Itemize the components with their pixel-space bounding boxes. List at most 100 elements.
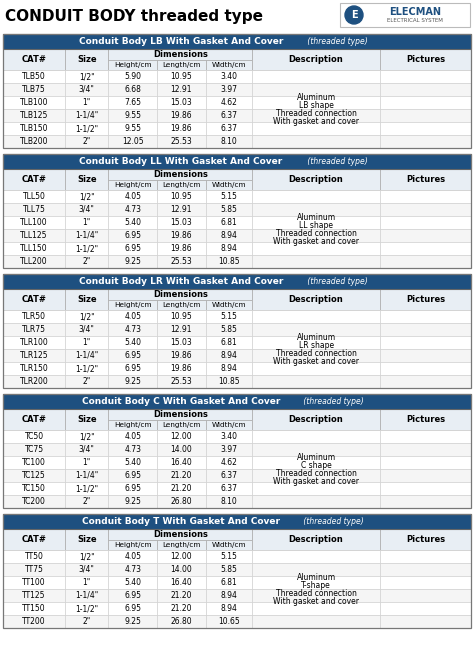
Text: 1": 1" bbox=[82, 218, 91, 227]
Bar bbox=[65, 135, 108, 148]
Text: 10.85: 10.85 bbox=[218, 257, 240, 266]
Text: 4.05: 4.05 bbox=[124, 432, 141, 441]
Text: With gasket and cover: With gasket and cover bbox=[273, 237, 359, 245]
Bar bbox=[3, 154, 471, 169]
Bar bbox=[3, 289, 65, 310]
Bar bbox=[253, 203, 380, 216]
Bar bbox=[157, 602, 206, 615]
Text: TLB50: TLB50 bbox=[22, 72, 46, 81]
Bar bbox=[108, 563, 157, 576]
Bar bbox=[253, 409, 380, 430]
Text: Width/cm: Width/cm bbox=[212, 302, 246, 308]
Bar bbox=[3, 122, 65, 135]
Text: 6.95: 6.95 bbox=[124, 351, 141, 360]
Text: 10.95: 10.95 bbox=[171, 72, 192, 81]
Text: 6.95: 6.95 bbox=[124, 591, 141, 600]
Bar bbox=[157, 180, 206, 190]
Text: TC125: TC125 bbox=[22, 471, 46, 480]
Bar bbox=[157, 375, 206, 388]
Bar bbox=[108, 456, 157, 469]
Text: TLB100: TLB100 bbox=[20, 98, 48, 107]
Text: Dimensions: Dimensions bbox=[153, 530, 208, 539]
Text: 5.15: 5.15 bbox=[220, 192, 237, 201]
Bar bbox=[380, 109, 471, 122]
Text: Conduit Body LL With Gasket And Cover: Conduit Body LL With Gasket And Cover bbox=[79, 157, 283, 166]
Bar bbox=[65, 576, 108, 589]
Bar bbox=[65, 362, 108, 375]
Bar bbox=[253, 362, 380, 375]
Bar bbox=[380, 96, 471, 109]
Bar bbox=[3, 203, 65, 216]
Bar bbox=[157, 540, 206, 550]
Text: 5.40: 5.40 bbox=[124, 578, 141, 587]
Text: 1-1/4": 1-1/4" bbox=[75, 231, 99, 240]
Text: CAT#: CAT# bbox=[22, 415, 46, 424]
Bar bbox=[108, 300, 157, 310]
Bar bbox=[157, 615, 206, 628]
Text: 15.03: 15.03 bbox=[171, 98, 192, 107]
Bar bbox=[380, 336, 471, 349]
Text: Description: Description bbox=[289, 415, 344, 424]
Bar bbox=[157, 190, 206, 203]
Bar bbox=[157, 122, 206, 135]
Bar bbox=[108, 495, 157, 508]
Bar bbox=[108, 420, 157, 430]
Bar bbox=[3, 229, 65, 242]
Bar bbox=[108, 576, 157, 589]
Bar bbox=[157, 362, 206, 375]
Bar bbox=[3, 563, 65, 576]
Bar bbox=[380, 229, 471, 242]
Text: TLB200: TLB200 bbox=[20, 137, 48, 146]
Text: Height/cm: Height/cm bbox=[114, 302, 151, 308]
Bar bbox=[3, 255, 65, 268]
Bar bbox=[206, 602, 253, 615]
Bar bbox=[380, 529, 471, 550]
Bar bbox=[157, 430, 206, 443]
Text: Length/cm: Length/cm bbox=[162, 62, 201, 68]
Bar bbox=[3, 216, 65, 229]
Text: 1/2": 1/2" bbox=[79, 432, 95, 441]
Text: Size: Size bbox=[77, 55, 97, 64]
Text: 5.40: 5.40 bbox=[124, 338, 141, 347]
Text: Height/cm: Height/cm bbox=[114, 62, 151, 68]
Text: ELECMAN: ELECMAN bbox=[389, 7, 441, 17]
Text: 6.81: 6.81 bbox=[221, 578, 237, 587]
Bar bbox=[253, 336, 380, 349]
Text: 4.62: 4.62 bbox=[220, 98, 237, 107]
Text: 8.94: 8.94 bbox=[220, 244, 237, 253]
Bar bbox=[206, 456, 253, 469]
Text: TC150: TC150 bbox=[22, 484, 46, 493]
Text: 8.10: 8.10 bbox=[221, 137, 237, 146]
Bar bbox=[3, 70, 65, 83]
Bar bbox=[108, 83, 157, 96]
Text: TLR50: TLR50 bbox=[22, 312, 46, 321]
Text: 1/2": 1/2" bbox=[79, 552, 95, 561]
Text: 3.40: 3.40 bbox=[220, 432, 237, 441]
Text: 5.15: 5.15 bbox=[220, 552, 237, 561]
Bar bbox=[206, 190, 253, 203]
Text: 1-1/2": 1-1/2" bbox=[75, 484, 98, 493]
Text: Pictures: Pictures bbox=[406, 175, 445, 184]
Bar bbox=[65, 49, 108, 70]
Bar bbox=[65, 203, 108, 216]
Bar bbox=[65, 289, 108, 310]
Bar bbox=[206, 495, 253, 508]
Bar bbox=[108, 60, 157, 70]
Text: (threaded type): (threaded type) bbox=[301, 397, 364, 406]
Bar bbox=[380, 255, 471, 268]
Text: 3/4": 3/4" bbox=[79, 85, 95, 94]
Bar bbox=[157, 349, 206, 362]
Bar bbox=[108, 216, 157, 229]
Circle shape bbox=[345, 6, 363, 24]
Text: 14.00: 14.00 bbox=[171, 445, 192, 454]
Bar bbox=[108, 443, 157, 456]
Text: With gasket and cover: With gasket and cover bbox=[273, 117, 359, 125]
Text: 19.86: 19.86 bbox=[171, 364, 192, 373]
Text: 6.37: 6.37 bbox=[220, 124, 237, 133]
Bar bbox=[3, 34, 471, 49]
Text: Threaded connection: Threaded connection bbox=[276, 228, 356, 237]
Bar bbox=[157, 576, 206, 589]
Text: Size: Size bbox=[77, 175, 97, 184]
Bar bbox=[380, 70, 471, 83]
Bar bbox=[3, 456, 65, 469]
